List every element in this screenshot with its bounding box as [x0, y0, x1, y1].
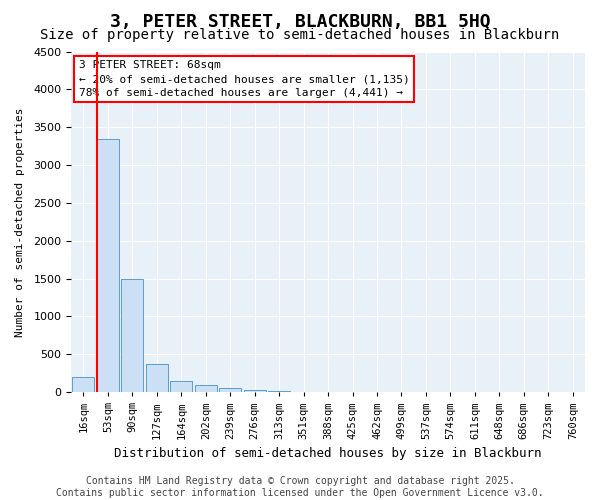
Bar: [195, 386, 217, 392]
Text: 3, PETER STREET, BLACKBURN, BB1 5HQ: 3, PETER STREET, BLACKBURN, BB1 5HQ: [110, 12, 490, 30]
Bar: [219, 388, 241, 392]
Text: Contains HM Land Registry data © Crown copyright and database right 2025.
Contai: Contains HM Land Registry data © Crown c…: [56, 476, 544, 498]
Bar: [146, 364, 168, 392]
Bar: [73, 377, 94, 392]
Bar: [121, 278, 143, 392]
Bar: [97, 138, 119, 392]
X-axis label: Distribution of semi-detached houses by size in Blackburn: Distribution of semi-detached houses by …: [115, 447, 542, 460]
Text: Size of property relative to semi-detached houses in Blackburn: Size of property relative to semi-detach…: [40, 28, 560, 42]
Text: 3 PETER STREET: 68sqm
← 20% of semi-detached houses are smaller (1,135)
78% of s: 3 PETER STREET: 68sqm ← 20% of semi-deta…: [79, 60, 410, 98]
Bar: [170, 381, 192, 392]
Y-axis label: Number of semi-detached properties: Number of semi-detached properties: [15, 107, 25, 336]
Bar: [244, 390, 266, 392]
